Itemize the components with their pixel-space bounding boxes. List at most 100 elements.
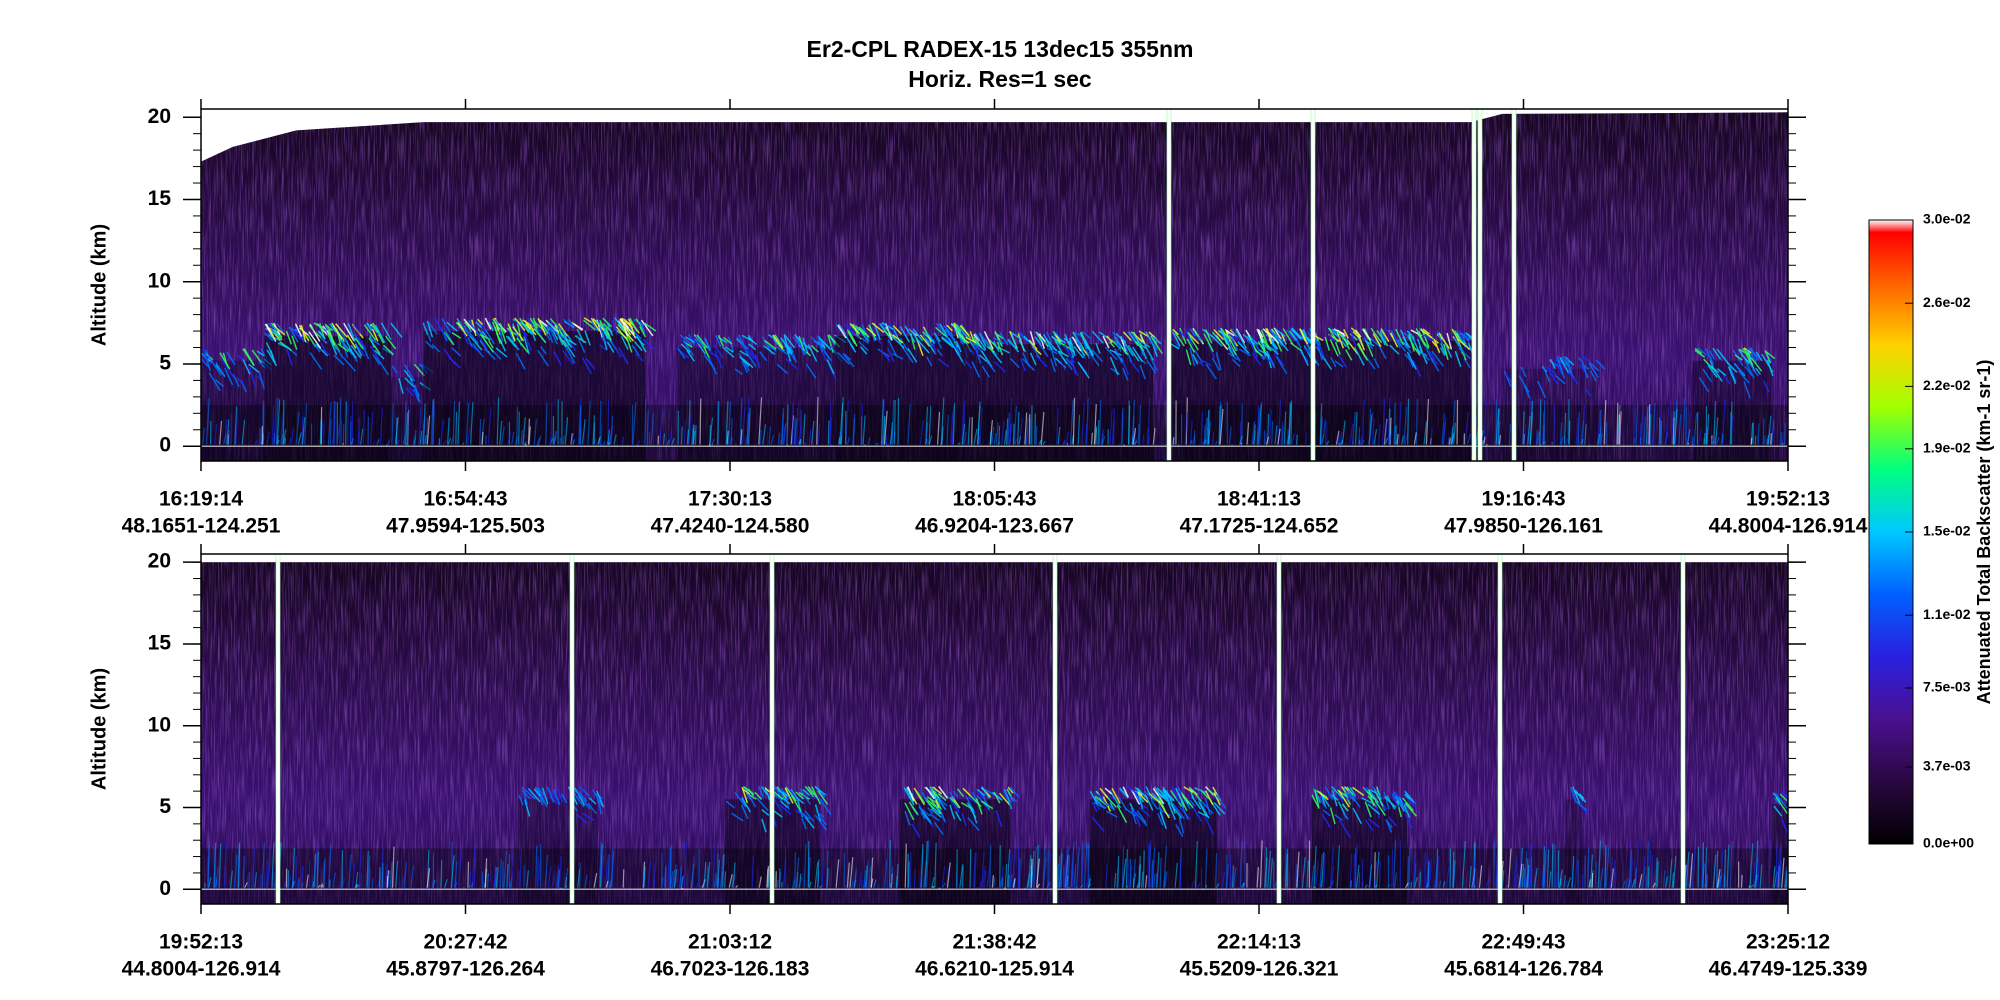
- low-clutter: [1404, 882, 1409, 888]
- cloud-streak: [1227, 333, 1239, 341]
- low-clutter: [1005, 418, 1009, 445]
- low-clutter: [895, 876, 898, 888]
- low-clutter: [527, 418, 530, 445]
- cloud-streak: [221, 359, 235, 379]
- low-clutter: [1191, 880, 1195, 888]
- low-clutter: [1204, 848, 1208, 888]
- cloud-streak: [446, 321, 458, 332]
- cloud-streak: [1328, 327, 1341, 339]
- low-clutter: [1435, 855, 1440, 888]
- low-clutter: [494, 872, 497, 888]
- cloud-streak: [1150, 335, 1163, 355]
- low-clutter: [1706, 414, 1710, 445]
- data-gap: [769, 554, 775, 904]
- cloud-streak: [810, 345, 819, 353]
- low-clutter: [978, 435, 981, 445]
- cloud-streak: [994, 331, 1004, 348]
- cloud-streak: [1204, 790, 1214, 805]
- cloud-streak: [492, 321, 499, 336]
- low-clutter: [1003, 429, 1007, 445]
- low-clutter: [1121, 845, 1125, 888]
- low-clutter: [758, 876, 762, 888]
- low-clutter: [957, 442, 961, 446]
- low-clutter: [740, 429, 743, 445]
- cloud-streak: [1714, 370, 1723, 382]
- low-clutter: [1147, 436, 1150, 445]
- low-clutter: [1004, 864, 1008, 888]
- cloud-streak: [595, 320, 602, 327]
- cloud-streak: [495, 347, 508, 358]
- data-gap: [1511, 109, 1517, 461]
- cloud-streak: [288, 326, 299, 343]
- low-clutter: [1080, 402, 1085, 445]
- cloud-streak: [1051, 335, 1062, 346]
- cloud-streak: [1329, 339, 1339, 357]
- low-clutter: [1559, 882, 1563, 888]
- cloud-streak: [1379, 330, 1386, 346]
- low-clutter: [471, 844, 476, 888]
- cloud-streak: [1463, 333, 1470, 343]
- low-clutter: [1551, 843, 1554, 888]
- cloud-streak: [561, 793, 568, 804]
- low-clutter: [1658, 404, 1662, 445]
- low-clutter: [1073, 864, 1077, 888]
- cloud-streak: [682, 339, 695, 357]
- cloud-streak: [596, 797, 603, 815]
- low-clutter: [479, 419, 482, 445]
- cloud-streak: [333, 354, 345, 366]
- cloud-streak: [974, 341, 986, 352]
- low-clutter: [557, 869, 561, 888]
- low-clutter: [1771, 419, 1775, 445]
- cloud-streak: [479, 333, 491, 341]
- low-clutter: [1686, 429, 1691, 445]
- low-clutter: [725, 400, 729, 445]
- low-clutter: [237, 844, 240, 888]
- low-clutter: [244, 882, 248, 888]
- low-clutter: [1483, 436, 1486, 445]
- low-clutter: [1610, 868, 1614, 888]
- low-clutter: [1691, 845, 1696, 888]
- cloud-streak: [500, 327, 507, 344]
- cloud-streak: [507, 328, 515, 343]
- cloud-streak: [382, 344, 394, 356]
- low-clutter: [355, 884, 360, 889]
- cloud-streak: [1329, 807, 1336, 825]
- low-clutter: [1507, 848, 1512, 888]
- low-clutter: [1101, 433, 1104, 445]
- cloud-streak: [912, 328, 924, 342]
- cloud-streak: [576, 328, 585, 343]
- low-clutter: [979, 407, 983, 445]
- low-clutter: [709, 417, 714, 445]
- cloud-streak: [374, 349, 385, 360]
- low-clutter: [607, 400, 610, 445]
- colorbar-tick-label: 1.5e-02: [1923, 523, 1971, 539]
- cloud-streak: [1344, 337, 1350, 345]
- cloud-streak: [258, 371, 266, 390]
- low-clutter: [941, 426, 944, 445]
- low-clutter: [814, 862, 819, 888]
- low-clutter: [1628, 849, 1633, 888]
- cloud-streak: [590, 317, 601, 332]
- low-clutter: [974, 852, 977, 888]
- cloud-streak: [573, 323, 584, 331]
- cloud-streak: [1415, 328, 1426, 347]
- low-clutter: [1056, 863, 1060, 888]
- low-clutter: [467, 861, 470, 888]
- cloud-streak: [541, 787, 549, 805]
- cloud-streak: [514, 319, 528, 337]
- cloud-streak: [584, 330, 591, 346]
- cloud-streak: [1003, 790, 1013, 808]
- low-clutter: [1697, 428, 1702, 445]
- cloud-streak: [1146, 360, 1157, 374]
- low-clutter: [732, 862, 736, 888]
- low-clutter: [481, 431, 484, 445]
- cloud-streak: [331, 322, 343, 340]
- low-clutter: [1508, 424, 1511, 445]
- low-clutter: [1042, 440, 1046, 445]
- cloud-streak: [859, 346, 868, 355]
- low-clutter: [217, 880, 221, 888]
- low-clutter: [1703, 873, 1708, 888]
- cloud-streak: [886, 347, 895, 363]
- low-clutter: [430, 400, 434, 445]
- low-clutter: [1689, 853, 1694, 888]
